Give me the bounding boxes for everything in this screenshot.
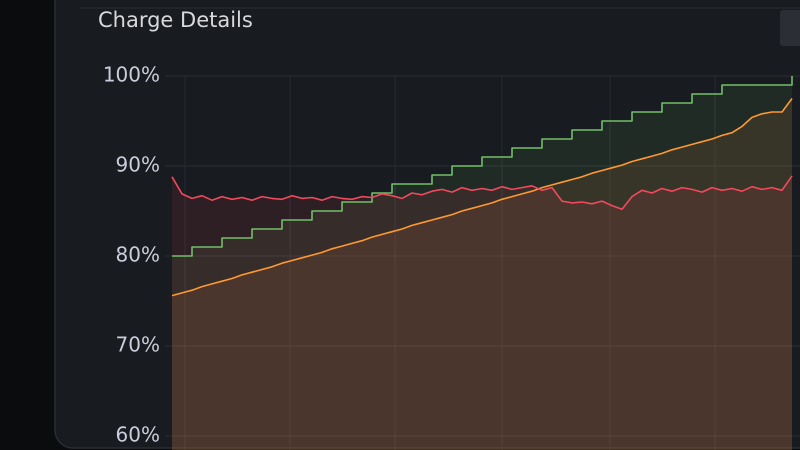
series-area [172,76,792,450]
series-line [171,175,793,210]
y-tick-label: 80% [116,243,160,267]
series-area [172,98,792,450]
y-tick-label: 60% [116,423,160,447]
series-line [171,98,793,297]
y-tick-label: 70% [116,333,160,357]
chart-title: Charge Details [98,8,253,32]
series-line [172,76,793,257]
menu-button[interactable] [780,10,800,46]
y-tick-label: 100% [103,63,160,87]
panel [54,0,800,449]
series-area [172,175,792,450]
y-tick-label: 90% [116,153,160,177]
